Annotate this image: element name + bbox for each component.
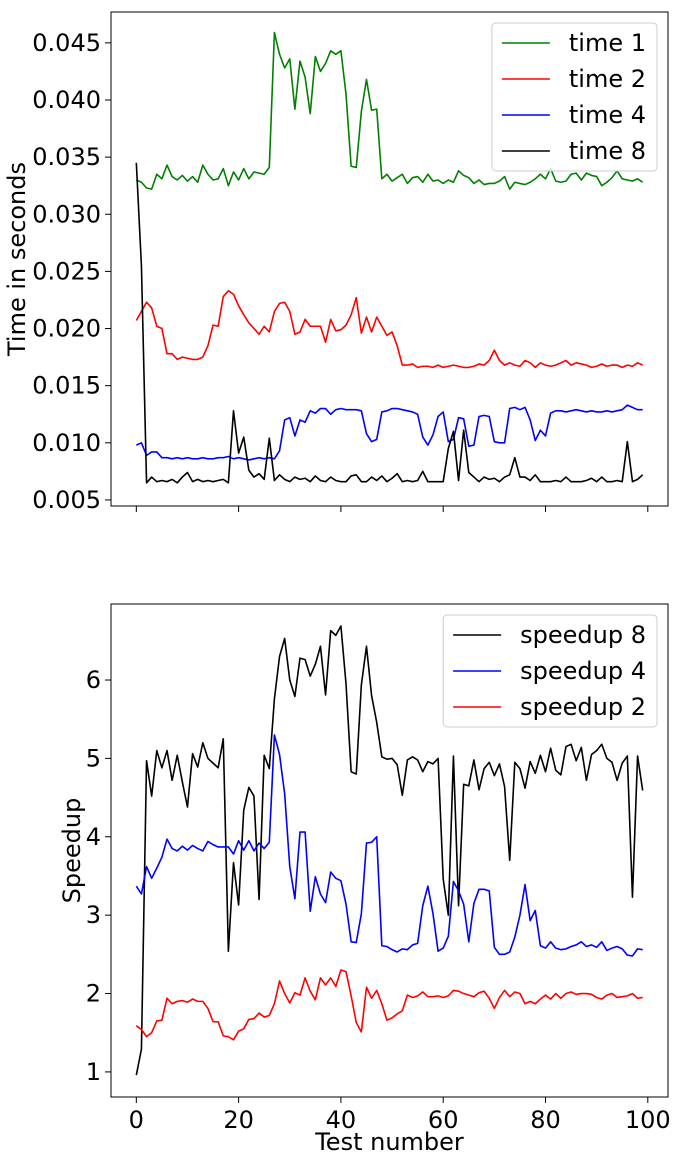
legend-label: speedup 4 <box>520 657 646 685</box>
y-tick-label: 0.020 <box>32 315 101 343</box>
y-tick-label: 2 <box>86 980 101 1008</box>
y-axis-label: Time in seconds <box>3 162 31 357</box>
series-line <box>135 404 643 461</box>
y-tick-label: 0.015 <box>32 372 101 400</box>
x-axis-label: Test number <box>314 1128 464 1156</box>
x-tick-label: 80 <box>530 1106 561 1134</box>
legend-label: time 8 <box>569 137 646 165</box>
legend: time 1 time 2 time 4 time 8 <box>491 22 658 172</box>
y-tick-label: 0.005 <box>32 486 101 514</box>
y-tick-label: 0.030 <box>32 200 101 228</box>
legend-label: time 2 <box>569 65 646 93</box>
y-tick-label: 0.040 <box>32 86 101 114</box>
legend: speedup 8 speedup 4 speedup 2 <box>442 614 658 728</box>
x-tick-label: 40 <box>326 1106 357 1134</box>
legend-frame <box>442 614 658 728</box>
y-tick-label: 0.045 <box>32 29 101 57</box>
y-tick-label: 0.035 <box>32 143 101 171</box>
y-tick-label: 4 <box>86 823 101 851</box>
y-tick-label: 0.010 <box>32 429 101 457</box>
y-tick-label: 1 <box>86 1058 101 1086</box>
legend-label: speedup 2 <box>520 693 646 721</box>
y-tick-label: 6 <box>86 666 101 694</box>
series-line <box>135 31 644 190</box>
plot-area <box>135 31 644 484</box>
y-axis-label: Speedup <box>58 798 86 904</box>
legend-label: time 1 <box>569 29 646 57</box>
legend-label: time 4 <box>569 101 646 129</box>
axes-frame <box>110 11 669 507</box>
series-line <box>135 734 643 957</box>
x-tick-label: 0 <box>129 1106 144 1134</box>
x-tick-label: 20 <box>223 1106 254 1134</box>
legend-label: speedup 8 <box>520 621 646 649</box>
series-line <box>135 290 644 369</box>
x-tick-label: 100 <box>625 1106 671 1134</box>
y-tick-label: 0.025 <box>32 257 101 285</box>
series-line <box>135 625 644 1076</box>
legend-frame <box>491 22 658 172</box>
plot-area <box>135 625 644 1076</box>
y-tick-label: 5 <box>86 744 101 772</box>
series-line <box>135 162 644 484</box>
y-tick-label: 3 <box>86 901 101 929</box>
series-line <box>135 969 643 1041</box>
axes-frame <box>110 603 669 1098</box>
x-tick-label: 60 <box>428 1106 459 1134</box>
